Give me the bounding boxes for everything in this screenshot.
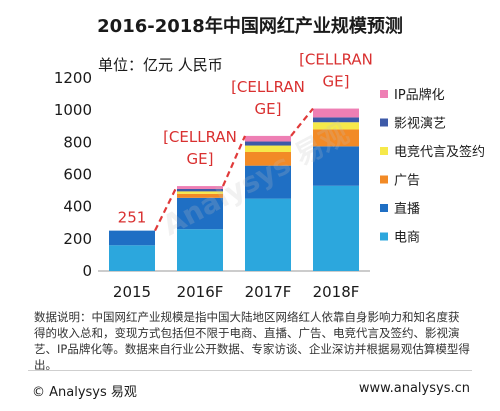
trend-connector — [290, 107, 314, 137]
bar-segment — [313, 185, 359, 271]
total-label: [CELLRAN GE] — [163, 128, 237, 168]
footer-divider — [28, 370, 472, 371]
total-label: [CELLRAN GE] — [299, 51, 373, 91]
footer-copyright: © Analysys 易观 — [32, 385, 137, 400]
y-tick-label: 1000 — [54, 101, 92, 119]
total-label-line: GE] — [187, 150, 214, 168]
bar-segment — [245, 145, 291, 152]
y-tick-label: 1200 — [54, 69, 92, 87]
bar-segment — [313, 117, 359, 123]
legend-swatch — [380, 118, 388, 127]
bar-segment — [313, 122, 359, 130]
legend-label: 影视演艺 — [394, 116, 446, 132]
total-label-line: GE] — [255, 100, 282, 118]
data-note: 数据说明：中国网红产业规模是指中国大陆地区网络红人依靠自身影响力和知名度获得的收… — [34, 310, 470, 372]
footer-website: www.analysys.cn — [358, 381, 470, 396]
legend-label: 电商 — [394, 231, 420, 246]
total-label-line: [CELLRAN — [231, 78, 305, 96]
x-tick-label: 2015 — [113, 283, 151, 300]
legend-swatch — [380, 232, 388, 241]
trend-connector — [154, 185, 178, 232]
bar-segment — [313, 146, 359, 186]
legend-label: 直播 — [394, 202, 420, 217]
bar-segment — [177, 197, 223, 230]
bar-segment — [177, 188, 223, 192]
bar-segment — [177, 229, 223, 271]
y-tick-label: 400 — [63, 198, 92, 216]
stacked-bar-chart: 0 200 400 600 800 1000 1200 2015 2016F 2017F 2018F… — [54, 51, 485, 300]
bar-segment — [245, 141, 291, 146]
bar-segment — [245, 135, 291, 142]
legend-label: IP品牌化 — [394, 87, 445, 103]
total-label-line: GE] — [323, 73, 350, 91]
total-label: [CELLRAN GE] — [231, 78, 305, 118]
bar-segment — [109, 245, 155, 271]
legend-label: 电竞代言及签约 — [394, 144, 485, 160]
x-tick-label: 2016F — [177, 283, 224, 300]
total-label: 251 — [118, 209, 147, 227]
bar-segment — [245, 165, 291, 199]
bar-segment — [177, 186, 223, 189]
legend-swatch — [380, 90, 388, 98]
total-label-line: [CELLRAN — [163, 128, 237, 146]
x-tick-label: 2017F — [245, 283, 292, 300]
bar-segment — [313, 129, 359, 147]
chart-title: 2016-2018年中国网红产业规模预测 — [97, 16, 403, 37]
legend-label: 广告 — [394, 174, 420, 189]
legend-swatch — [380, 175, 388, 184]
y-tick-label: 600 — [63, 166, 92, 184]
y-tick-label: 800 — [63, 133, 92, 151]
total-label-line: [CELLRAN — [299, 51, 373, 69]
legend-swatch — [380, 147, 388, 155]
y-tick-label: 200 — [63, 230, 92, 248]
bar-segment — [313, 108, 359, 118]
unit-label: 单位：亿元 人民币 — [98, 56, 223, 74]
x-tick-label: 2018F — [313, 283, 360, 300]
y-tick-label: 0 — [82, 262, 92, 280]
bar-segment — [109, 230, 155, 246]
legend-swatch — [380, 204, 388, 212]
bar-segment — [245, 151, 291, 166]
bar-segment — [245, 198, 291, 271]
trend-connector — [221, 135, 247, 187]
bar-segment — [177, 191, 223, 194]
bar-segment — [177, 193, 223, 198]
